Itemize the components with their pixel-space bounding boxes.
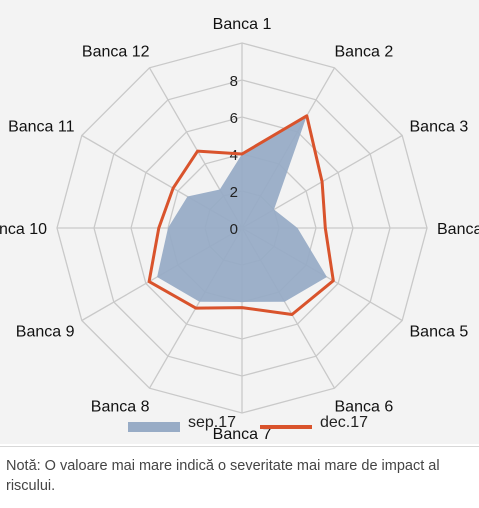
chart-panel: 0 2 4 6 8 Banca 1 Banca 2 Banca 3 Banca 4 Banca 5…: [0, 0, 479, 444]
category-label: Banca 5: [410, 324, 469, 341]
legend-label-dec17: dec.17: [320, 414, 369, 431]
category-label: Banca 10: [0, 221, 47, 238]
r-tick-label: 0: [230, 221, 238, 238]
category-label: Banca 4: [437, 221, 479, 238]
category-label: Banca 8: [91, 399, 150, 416]
category-label: Banca 3: [410, 119, 469, 136]
series-area-sep.17: [157, 115, 327, 302]
category-label: Banca 7: [213, 426, 272, 443]
legend-swatch-sep17: [128, 422, 180, 432]
category-label: Banca 1: [213, 16, 272, 33]
r-tick-label: 4: [230, 147, 238, 164]
legend-label-sep17: sep.17: [188, 414, 237, 431]
r-tick-label: 6: [230, 110, 238, 127]
category-label: Banca 2: [335, 44, 394, 61]
r-tick-label: 2: [230, 184, 238, 201]
r-tick-label: 8: [230, 73, 238, 90]
legend-swatch-dec17: [260, 425, 312, 429]
category-label: Banca 6: [335, 399, 394, 416]
category-label: Banca 12: [82, 44, 150, 61]
divider: [0, 446, 479, 447]
radar-chart: 0 2 4 6 8 Banca 1 Banca 2 Banca 3 Banca 4 Banca 5…: [0, 16, 479, 443]
series-line-dec.17: [147, 114, 335, 316]
footnote: Notă: O valoare mai mare indică o severi…: [6, 458, 440, 494]
legend: sep.17 dec.17: [0, 410, 479, 440]
category-label: Banca 9: [16, 324, 75, 341]
category-label: Banca 11: [8, 119, 75, 136]
